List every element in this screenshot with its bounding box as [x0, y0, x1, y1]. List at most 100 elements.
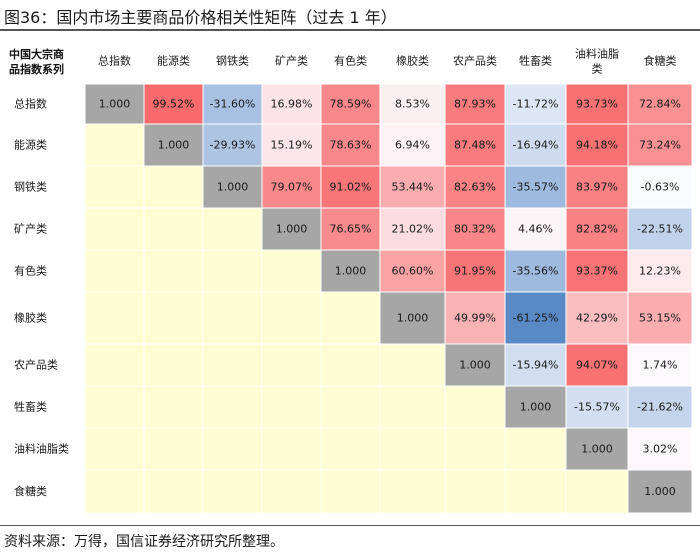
cell-value-3-5: 91.02%: [330, 181, 372, 194]
cell-value-3-10: -0.63%: [641, 181, 680, 194]
heatmap-cell-3-7: [445, 166, 505, 208]
heatmap-cell-7-4: [262, 344, 321, 386]
heatmap-cell-2-6: [380, 124, 445, 166]
heatmap-cell-5-6: [380, 250, 445, 292]
heatmap-cell-9-4: [262, 428, 321, 470]
cell-value-8-8: 1.000: [520, 401, 552, 414]
cell-value-6-9: 42.29%: [576, 312, 618, 325]
row-header-7: 农产品类: [14, 358, 58, 372]
heatmap-cell-4-3: [203, 208, 262, 250]
heatmap-cell-1-5: [321, 84, 380, 124]
heatmap-cell-2-7: [445, 124, 505, 166]
column-header-9-cont: 类: [592, 62, 603, 76]
figure-title: 图36：国内市场主要商品价格相关性矩阵（过去 1 年）: [4, 8, 397, 27]
cell-value-4-8: 4.46%: [518, 223, 553, 236]
cell-value-3-8: -35.57%: [513, 181, 559, 194]
cell-value-5-10: 12.23%: [639, 265, 681, 278]
heatmap-cell-1-2: [144, 84, 203, 124]
cell-value-2-10: 73.24%: [639, 139, 681, 152]
heatmap-cell-9-10: [628, 428, 692, 470]
cell-value-2-4: 15.19%: [271, 139, 313, 152]
heatmap-cell-4-6: [380, 208, 445, 250]
heatmap-cell-8-9: [566, 386, 628, 428]
cell-value-6-6: 1.000: [397, 312, 429, 325]
column-header-3: 钢铁类: [216, 54, 249, 68]
heatmap-cell-7-3: [203, 344, 262, 386]
heatmap-cell-3-1: [85, 166, 144, 208]
heatmap-cell-2-9: [566, 124, 628, 166]
heatmap-cell-8-8: [505, 386, 566, 428]
source-note: 资料来源：万得，国信证券经济研究所整理。: [4, 534, 284, 550]
heatmap-cell-10-6: [380, 470, 445, 513]
heatmap-cell-8-6: [380, 386, 445, 428]
heatmap-cell-9-8: [505, 428, 566, 470]
heatmap-cell-5-5: [321, 250, 380, 292]
cell-value-1-1: 1.000: [99, 98, 131, 111]
cell-value-3-4: 79.07%: [271, 181, 313, 194]
heatmap-cell-3-9: [566, 166, 628, 208]
heatmap-cell-9-9: [566, 428, 628, 470]
cell-value-3-9: 83.97%: [576, 181, 618, 194]
heatmap-cell-7-1: [85, 344, 144, 386]
cell-value-7-10: 1.74%: [643, 359, 678, 372]
cell-value-4-6: 21.02%: [392, 223, 434, 236]
cell-value-7-8: -15.94%: [513, 359, 559, 372]
cell-value-3-7: 82.63%: [454, 181, 496, 194]
row-header-2: 能源类: [14, 138, 47, 152]
heatmap-cell-10-9: [566, 470, 628, 513]
cell-value-4-7: 80.32%: [454, 223, 496, 236]
heatmap-cell-9-1: [85, 428, 144, 470]
title-divider: [0, 29, 700, 31]
heatmap-cell-4-4: [262, 208, 321, 250]
cell-value-1-2: 99.52%: [153, 98, 195, 111]
heatmap-cell-1-9: [566, 84, 628, 124]
heatmap-cell-4-10: [628, 208, 692, 250]
row-header-6: 橡胶类: [14, 311, 47, 325]
cell-value-1-7: 87.93%: [454, 98, 496, 111]
heatmap-cell-6-5: [321, 292, 380, 344]
heatmap-cell-2-10: [628, 124, 692, 166]
corner-label-line-2: 品指数系列: [9, 63, 64, 76]
source-divider: [0, 525, 700, 526]
heatmap-cell-5-8: [505, 250, 566, 292]
column-header-2: 能源类: [157, 54, 190, 68]
cell-value-4-9: 82.82%: [576, 223, 618, 236]
heatmap-cell-3-6: [380, 166, 445, 208]
heatmap-cell-6-9: [566, 292, 628, 344]
cell-value-6-8: -61.25%: [513, 312, 559, 325]
heatmap-cell-4-1: [85, 208, 144, 250]
heatmap-cell-2-2: [144, 124, 203, 166]
cell-value-5-9: 93.37%: [576, 265, 618, 278]
cell-value-2-9: 94.18%: [576, 139, 618, 152]
heatmap-cell-8-1: [85, 386, 144, 428]
heatmap-cell-7-8: [505, 344, 566, 386]
heatmap-cell-4-9: [566, 208, 628, 250]
column-header-10: 食糖类: [644, 54, 677, 68]
cell-value-2-2: 1.000: [158, 139, 190, 152]
heatmap-cell-10-8: [505, 470, 566, 513]
heatmap-cell-3-5: [321, 166, 380, 208]
heatmap-cell-5-7: [445, 250, 505, 292]
column-header-1: 总指数: [98, 54, 131, 68]
cell-value-5-6: 60.60%: [392, 265, 434, 278]
heatmap-cell-5-3: [203, 250, 262, 292]
cell-value-8-9: -15.57%: [574, 401, 620, 414]
heatmap-cell-3-8: [505, 166, 566, 208]
cell-value-10-10: 1.000: [644, 485, 676, 498]
heatmap-cell-7-10: [628, 344, 692, 386]
cell-value-3-6: 53.44%: [392, 181, 434, 194]
cell-value-2-8: -16.94%: [513, 139, 559, 152]
heatmap-cell-4-5: [321, 208, 380, 250]
heatmap-cell-8-5: [321, 386, 380, 428]
column-header-8: 牲畜类: [519, 54, 552, 68]
cell-value-5-8: -35.56%: [513, 265, 559, 278]
column-header-7: 农产品类: [453, 54, 497, 68]
heatmap-cell-7-7: [445, 344, 505, 386]
cell-value-5-7: 91.95%: [454, 265, 496, 278]
cell-value-9-10: 3.02%: [643, 443, 678, 456]
cell-value-9-9: 1.000: [581, 443, 613, 456]
corner-label-line-1: 中国大宗商: [9, 48, 64, 61]
heatmap-cell-6-8: [505, 292, 566, 344]
heatmap-cell-1-10: [628, 84, 692, 124]
heatmap-cell-4-2: [144, 208, 203, 250]
